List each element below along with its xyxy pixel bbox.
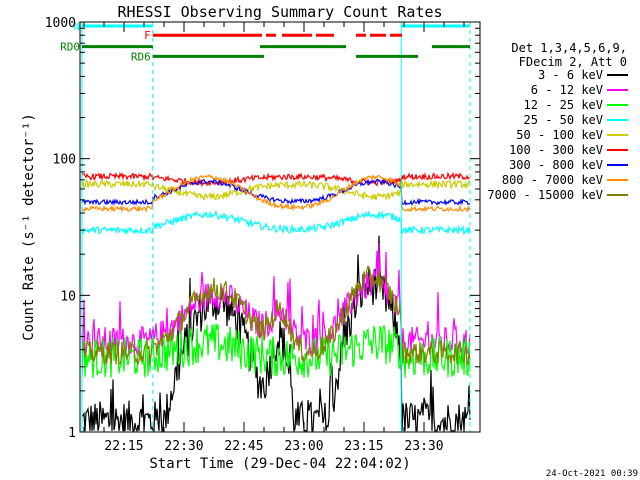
legend-label: 50 - 100 keV [516,128,603,142]
flag-layer: N F RD0 RD6 [60,20,470,63]
legend-label: 800 - 7000 keV [502,173,603,187]
axis-layer: 1 10 100 1000 22:15 22:30 22:45 23:00 23:15 23:30 [45,16,480,454]
series-line [81,242,471,358]
x-tick-label: 22:15 [104,439,143,454]
x-tick-label: 23:00 [284,439,323,454]
x-tick-label: 22:45 [224,439,263,454]
legend-header: Det 1,3,4,5,6,9, [511,41,627,55]
series-line [81,235,471,434]
legend-label: 300 - 800 keV [509,158,603,172]
flag-label: F [144,29,151,42]
legend-label: 7000 - 15000 keV [487,188,603,202]
legend-label: 100 - 300 keV [509,143,603,157]
flag-label: RD0 [60,41,80,54]
legend-label: 12 - 25 keV [524,98,603,112]
x-tick-label: 23:15 [344,439,383,454]
x-tick-label: 23:30 [404,439,443,454]
series-line [81,174,471,214]
y-axis-label: Count Rate (s⁻¹ detector⁻¹) [21,113,37,341]
date-stamp: 24-Oct-2021 00:39 [546,469,638,479]
flag-label: RD6 [131,50,151,63]
chart-title: RHESSI Observing Summary Count Rates [117,3,442,21]
series-layer [81,171,471,434]
series-line [81,265,471,366]
series-line [81,209,471,236]
flag-label: N [73,20,80,33]
plot-frame [79,21,481,433]
series-line [81,178,471,206]
y-tick-label: 100 [53,153,76,168]
legend-label: 25 - 50 keV [524,113,603,127]
series-line [81,179,471,201]
legend-label: 3 - 6 keV [538,68,603,82]
legend-header: FDecim 2, Att 0 [519,55,627,69]
legend: Det 1,3,4,5,6,9,FDecim 2, Att 03 - 6 keV… [487,41,628,202]
y-tick-label: 1000 [45,16,76,31]
y-tick-label: 10 [60,289,76,304]
x-axis-label: Start Time (29-Dec-04 22:04:02) [149,456,410,472]
legend-label: 6 - 12 keV [531,83,603,97]
vline-layer [81,22,471,432]
y-tick-label: 1 [68,426,76,441]
x-tick-label: 22:30 [164,439,203,454]
series-line [81,171,471,188]
